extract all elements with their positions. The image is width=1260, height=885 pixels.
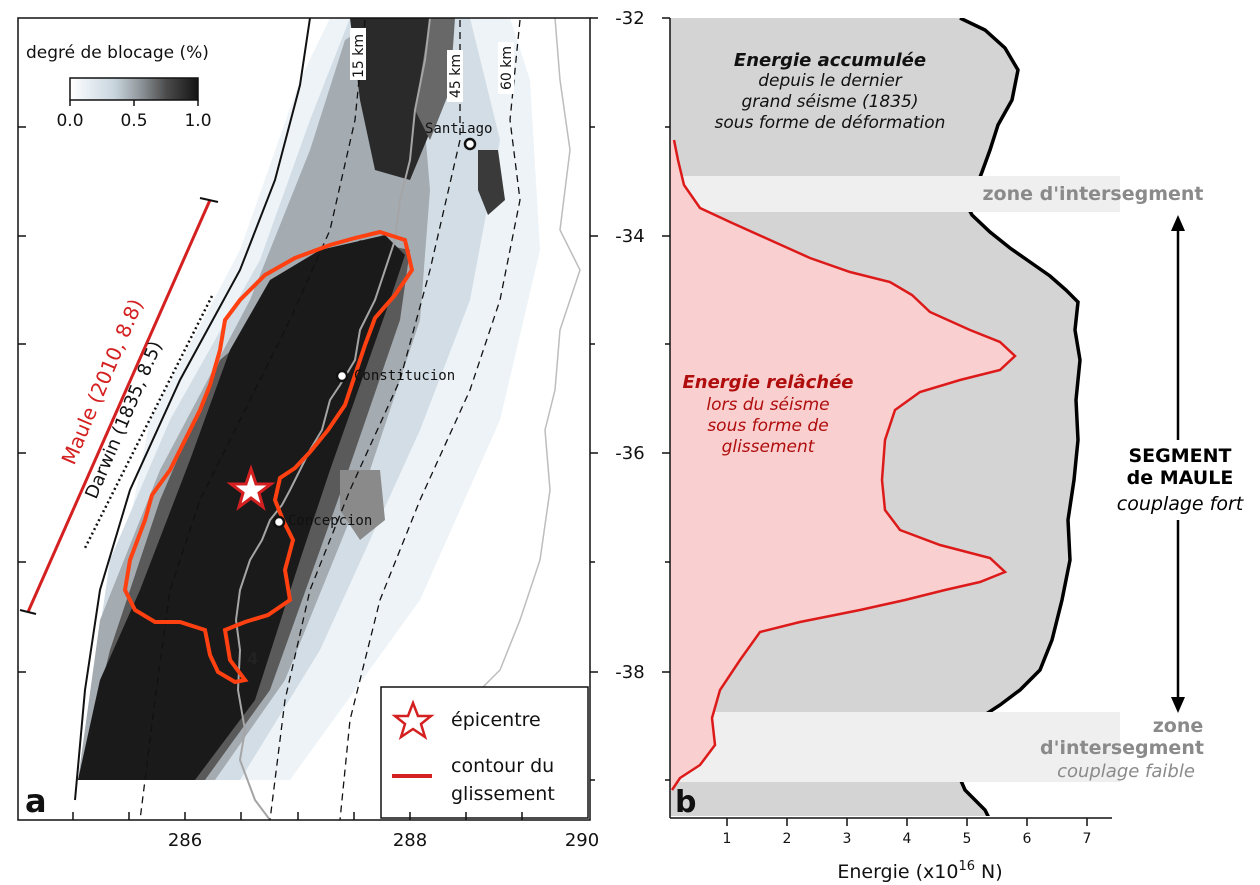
b-x-tick-4: 4 (903, 831, 912, 847)
legend: épicentre contour du glissement (380, 686, 589, 819)
city-concepcion: Concepcion (272, 513, 372, 529)
marker-label: 4 (247, 649, 258, 668)
city-santiago: Santiago (425, 121, 492, 151)
intersegment-band-south (670, 712, 1120, 782)
segment-label: SEGMENT de MAULE couplage fort (1117, 445, 1245, 515)
panel-b-y-ticks (662, 17, 670, 781)
accumulated-energy-line (950, 18, 1082, 816)
accumulated-line4: sous forme de déformation (715, 113, 946, 133)
y-tick-36: -36 (615, 443, 644, 464)
city-concepcion-label: Concepcion (288, 513, 372, 529)
intersegment-south-label: zone d'intersegment couplage faible (1040, 715, 1204, 782)
accumulated-line1: Energie accumulée (734, 50, 926, 71)
panel-a-ticks (18, 17, 598, 820)
city-santiago-label: Santiago (425, 121, 492, 137)
panel-a-frame (17, 17, 591, 821)
legend-epicentre-label: épicentre (451, 709, 541, 731)
y-tick-34: -34 (615, 226, 644, 247)
b-x-tick-2: 2 (783, 831, 792, 847)
y-tick-38: -38 (615, 662, 644, 683)
intersegment-south-line1: zone (1153, 715, 1204, 737)
depth-label-15km: 15 km (351, 34, 367, 78)
depth-labels: 15 km 45 km 60 km (350, 28, 515, 102)
legend-contour-line2: glissement (451, 783, 555, 805)
b-x-tick-6: 6 (1023, 831, 1032, 847)
released-energy-label: Energie relâchée lors du séisme sous for… (682, 372, 853, 457)
released-energy-line (670, 139, 1017, 791)
panel-a-map: Santiago Constitucion Concepcion 4 (74, 18, 581, 820)
depth-label-60km: 60 km (499, 46, 515, 90)
b-x-tick-1: 1 (723, 831, 732, 847)
x-tick-288: 288 (393, 830, 427, 851)
city-constitucion-label: Constitucion (354, 368, 455, 384)
panel-b-plot (670, 18, 1120, 816)
accumulated-line3: grand séisme (1835) (741, 92, 918, 112)
b-x-axis-label: Energie (x1016 N) (837, 859, 1002, 883)
city-constitucion: Constitucion (335, 368, 455, 384)
colorbar-title: degré de blocage (%) (26, 43, 209, 63)
slip-contour (122, 229, 415, 685)
b-x-tick-7: 7 (1083, 831, 1092, 847)
locking-field (78, 18, 540, 780)
b-x-tick-3: 3 (843, 831, 852, 847)
depth-contour-45km (269, 20, 461, 820)
colorbar-tick-1: 0.5 (120, 111, 147, 131)
panel-b-label: b (675, 785, 696, 820)
depth-contour-15km (139, 19, 366, 820)
segment-line1: SEGMENT (1128, 445, 1231, 467)
segment-line3: couplage fort (1117, 493, 1245, 515)
depth-contour-60km (339, 19, 521, 820)
released-energy-area (670, 140, 1015, 790)
epicentre-star-icon (226, 464, 276, 511)
trench-line (74, 18, 311, 801)
intersegment-band-north (670, 176, 1120, 212)
b-x-tick-5: 5 (963, 831, 972, 847)
colorbar-tick-0: 0.0 (56, 111, 83, 131)
colorbar-tick-2: 1.0 (184, 111, 211, 131)
accumulated-line2: depuis le dernier (758, 71, 903, 91)
released-line2: lors du séisme (706, 395, 829, 415)
released-line1: Energie relâchée (682, 372, 853, 393)
border-line (454, 18, 581, 741)
panel-a-label: a (25, 782, 47, 820)
panel-b-x-ticks (726, 818, 1088, 826)
released-line4: glissement (722, 437, 816, 457)
intersegment-south-line3: couplage faible (1057, 761, 1195, 782)
legend-contour-line1: contour du (451, 755, 554, 777)
segment-arrow (1171, 215, 1185, 713)
legend-star-icon (391, 699, 435, 740)
segment-line2: de MAULE (1127, 467, 1234, 489)
x-tick-290: 290 (565, 830, 599, 851)
x-tick-286: 286 (168, 830, 202, 851)
accumulated-energy-label: Energie accumulée depuis le dernier gran… (715, 50, 946, 133)
depth-label-45km: 45 km (448, 54, 464, 98)
colorbar: degré de blocage (%) 0.0 0.5 1.0 (20, 36, 220, 136)
y-tick-32: -32 (615, 8, 644, 29)
intersegment-south-line2: d'intersegment (1040, 737, 1204, 759)
intersegment-north-label: zone d'intersegment (982, 183, 1203, 205)
released-line3: sous forme de (707, 416, 828, 436)
